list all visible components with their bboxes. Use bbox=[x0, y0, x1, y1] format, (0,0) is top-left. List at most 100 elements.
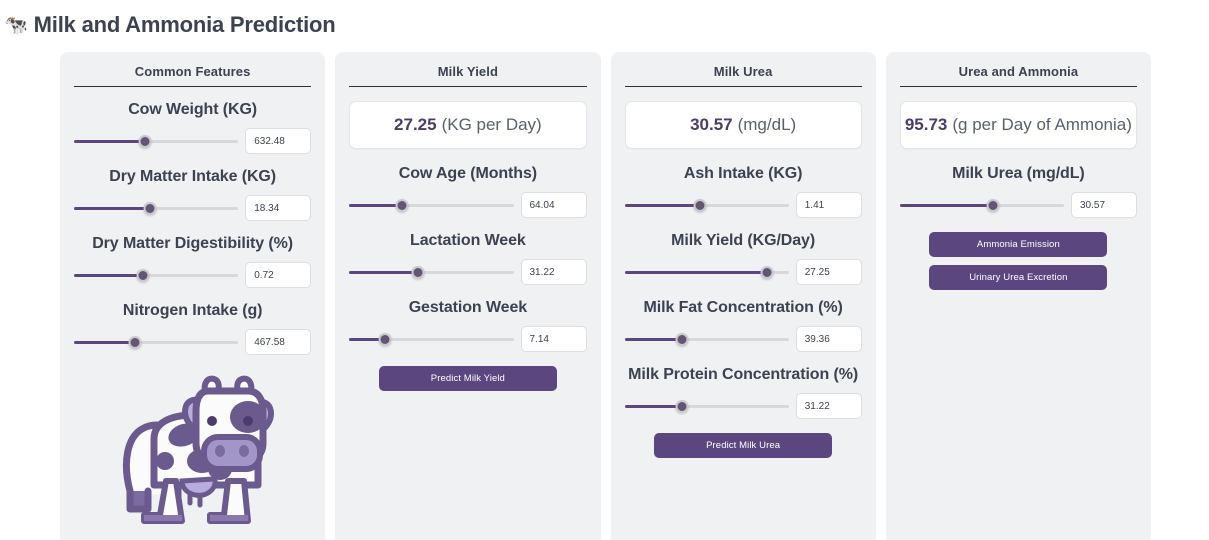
slider-thumb[interactable] bbox=[395, 198, 409, 212]
value-input-milk-protein-concentration[interactable]: 31.22 bbox=[795, 393, 862, 419]
panel-divider bbox=[899, 86, 1137, 87]
slider-row: 31.22 bbox=[624, 393, 862, 419]
slider-thumb[interactable] bbox=[693, 198, 707, 212]
slider-fill bbox=[624, 270, 768, 274]
slider-cow-weight-kg[interactable] bbox=[74, 132, 239, 150]
slider-row: 39.36 bbox=[624, 326, 862, 352]
field-label: Cow Weight (KG) bbox=[128, 101, 258, 118]
value-input-dry-matter-digestibility[interactable]: 0.72 bbox=[245, 262, 312, 288]
field-label: Ash Intake (KG) bbox=[683, 165, 803, 182]
predict-milk-yield-button[interactable]: Predict Milk Yield bbox=[378, 366, 557, 391]
cow-icon: 🐄 bbox=[4, 14, 28, 36]
urinary-urea-excretion-button[interactable]: Urinary Urea Excretion bbox=[929, 265, 1108, 290]
result-value: 95.73 bbox=[904, 115, 948, 134]
slider-thumb[interactable] bbox=[128, 335, 142, 349]
cow-illustration bbox=[74, 369, 311, 529]
predict-milk-urea-button[interactable]: Predict Milk Urea bbox=[654, 433, 833, 458]
slider-row: 30.57 bbox=[899, 192, 1137, 218]
panel-divider bbox=[74, 86, 312, 87]
panel-title: Milk Yield bbox=[437, 64, 498, 79]
prediction-result-card: 95.73 (g per Day of Ammonia) bbox=[899, 101, 1137, 149]
ammonia-emission-button[interactable]: Ammonia Emission bbox=[929, 232, 1108, 257]
slider-cow-age-months[interactable] bbox=[349, 196, 514, 214]
result-unit: (KG per Day) bbox=[441, 115, 542, 134]
slider-thumb[interactable] bbox=[986, 198, 1000, 212]
slider-nitrogen-intake-g[interactable] bbox=[74, 333, 239, 351]
slider-lactation-week[interactable] bbox=[349, 263, 514, 281]
field-cow-weight-kg: Cow Weight (KG) 632.48 bbox=[74, 101, 312, 154]
value-input-nitrogen-intake-g[interactable]: 467.58 bbox=[245, 329, 312, 355]
slider-row: 7.14 bbox=[349, 326, 587, 352]
result-value: 27.25 bbox=[394, 115, 437, 134]
panel-urea-and-ammonia: Urea and Ammonia 95.73 (g per Day of Amm… bbox=[885, 52, 1151, 540]
field-label: Dry Matter Intake (KG) bbox=[109, 168, 276, 185]
slider-thumb[interactable] bbox=[136, 268, 150, 282]
field-label: Lactation Week bbox=[410, 232, 526, 249]
slider-milk-urea-mg-dl[interactable] bbox=[899, 196, 1064, 214]
slider-dry-matter-intake-kg[interactable] bbox=[74, 199, 239, 217]
value-input-milk-fat-concentration[interactable]: 39.36 bbox=[795, 326, 862, 352]
value-input-milk-yield-kg-day[interactable]: 27.25 bbox=[795, 259, 862, 285]
slider-row: 467.58 bbox=[74, 329, 312, 355]
slider-fill bbox=[624, 203, 701, 207]
panel-common-features: Common Features Cow Weight (KG) 632.48 D… bbox=[60, 52, 326, 540]
field-label: Gestation Week bbox=[408, 299, 528, 316]
field-gestation-week: Gestation Week 7.14 bbox=[349, 299, 587, 352]
panel-container: Common Features Cow Weight (KG) 632.48 D… bbox=[0, 42, 1209, 540]
panel-divider bbox=[624, 86, 862, 87]
slider-thumb[interactable] bbox=[675, 332, 689, 346]
slider-row: 27.25 bbox=[624, 259, 862, 285]
slider-thumb[interactable] bbox=[143, 201, 157, 215]
slider-fill bbox=[624, 404, 682, 408]
prediction-result-card: 27.25 (KG per Day) bbox=[349, 101, 587, 149]
slider-milk-protein-concentration[interactable] bbox=[624, 397, 789, 415]
value-input-ash-intake-kg[interactable]: 1.41 bbox=[795, 192, 862, 218]
prediction-result-card: 30.57 (mg/dL) bbox=[624, 101, 862, 149]
slider-fill bbox=[74, 139, 145, 143]
slider-dry-matter-digestibility[interactable] bbox=[74, 266, 239, 284]
slider-track bbox=[624, 404, 789, 408]
value-input-gestation-week[interactable]: 7.14 bbox=[520, 326, 587, 352]
field-label: Dry Matter Digestibility (%) bbox=[92, 235, 294, 252]
slider-thumb[interactable] bbox=[138, 134, 152, 148]
panel-title: Urea and Ammonia bbox=[958, 64, 1079, 79]
field-label: Nitrogen Intake (g) bbox=[122, 302, 263, 319]
slider-milk-fat-concentration[interactable] bbox=[624, 330, 789, 348]
slider-thumb[interactable] bbox=[378, 332, 392, 346]
slider-track bbox=[349, 270, 514, 274]
slider-track bbox=[624, 203, 789, 207]
slider-thumb[interactable] bbox=[411, 265, 425, 279]
panel-title: Common Features bbox=[134, 64, 251, 79]
field-cow-age-months: Cow Age (Months) 64.04 bbox=[349, 165, 587, 218]
field-label: Milk Yield (KG/Day) bbox=[671, 232, 816, 249]
slider-track bbox=[74, 139, 239, 143]
slider-track bbox=[74, 340, 239, 344]
field-milk-urea-mg-dl: Milk Urea (mg/dL) 30.57 bbox=[899, 165, 1137, 218]
value-input-cow-age-months[interactable]: 64.04 bbox=[520, 192, 587, 218]
value-input-cow-weight-kg[interactable]: 632.48 bbox=[245, 128, 312, 154]
slider-track bbox=[74, 206, 239, 210]
field-label: Cow Age (Months) bbox=[398, 165, 537, 182]
slider-track bbox=[349, 203, 514, 207]
slider-ash-intake-kg[interactable] bbox=[624, 196, 789, 214]
panel-divider bbox=[349, 86, 587, 87]
slider-track bbox=[74, 273, 239, 277]
field-ash-intake-kg: Ash Intake (KG) 1.41 bbox=[624, 165, 862, 218]
slider-row: 64.04 bbox=[349, 192, 587, 218]
panel-milk-yield: Milk Yield 27.25 (KG per Day) Cow Age (M… bbox=[335, 52, 601, 540]
value-input-dry-matter-intake-kg[interactable]: 18.34 bbox=[245, 195, 312, 221]
slider-fill bbox=[349, 337, 386, 341]
slider-thumb[interactable] bbox=[675, 399, 689, 413]
field-milk-protein-concentration: Milk Protein Concentration (%) 31.22 bbox=[624, 366, 862, 419]
value-input-milk-urea-mg-dl[interactable]: 30.57 bbox=[1071, 192, 1137, 218]
value-input-lactation-week[interactable]: 31.22 bbox=[520, 259, 587, 285]
slider-thumb[interactable] bbox=[760, 265, 774, 279]
slider-track bbox=[349, 337, 514, 341]
slider-fill bbox=[74, 206, 150, 210]
slider-gestation-week[interactable] bbox=[349, 330, 514, 348]
field-milk-fat-concentration: Milk Fat Concentration (%) 39.36 bbox=[624, 299, 862, 352]
slider-milk-yield-kg-day[interactable] bbox=[624, 263, 789, 281]
field-label: Milk Urea (mg/dL) bbox=[952, 165, 1085, 182]
result-unit: (g per Day of Ammonia) bbox=[952, 115, 1132, 134]
field-lactation-week: Lactation Week 31.22 bbox=[349, 232, 587, 285]
